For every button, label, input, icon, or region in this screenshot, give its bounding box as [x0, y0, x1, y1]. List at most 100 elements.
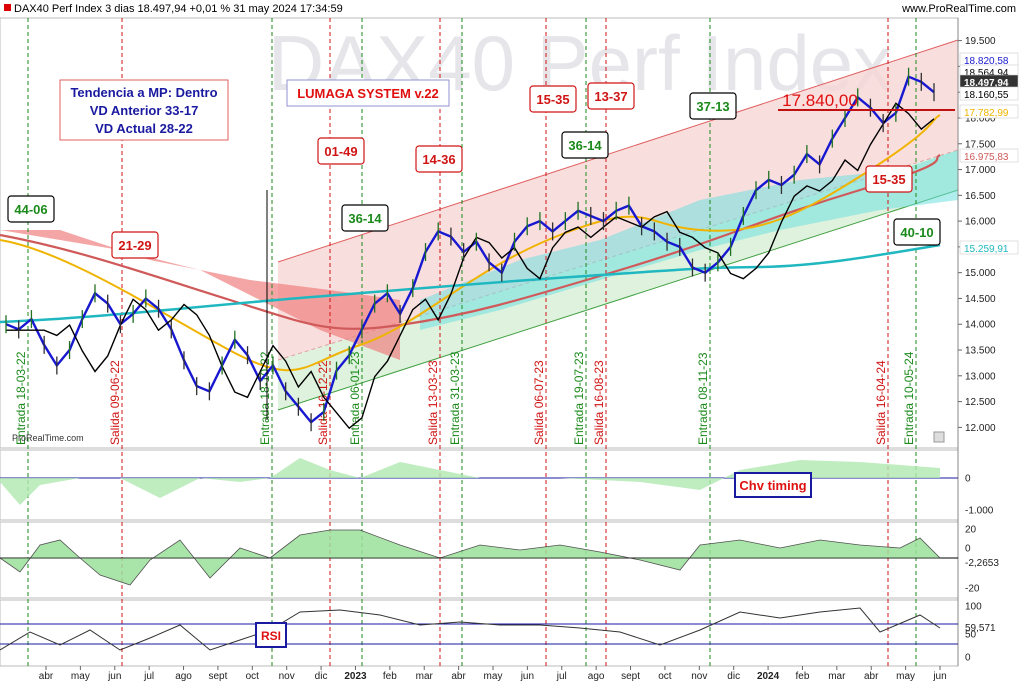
upper-channel-band — [278, 40, 958, 360]
price-label: 15.259,91 — [964, 244, 1009, 255]
signal-box-label: 37-13 — [696, 99, 729, 114]
price-label-box — [959, 240, 1019, 255]
info-box — [59, 79, 229, 141]
header-color-marker — [4, 4, 11, 11]
rsi-line — [0, 607, 941, 651]
rsi-value-label: 59,571 — [965, 623, 996, 634]
price-label: 16.975,83 — [964, 152, 1009, 163]
info-box-line2: VD Anterior 33-17 — [90, 103, 199, 118]
y-tick-label: 16.500 — [965, 191, 996, 202]
signal-box-label: 15-35 — [536, 92, 569, 107]
x-tick-label: dic — [315, 671, 328, 682]
chv-tick-label: -1.000 — [965, 506, 994, 517]
osc-value-label: -2,2653 — [965, 558, 999, 569]
y-tick-label: 17.000 — [965, 165, 996, 176]
info-box-line1: Tendencia a MP: Dentro — [70, 85, 217, 100]
x-tick-label: may — [71, 671, 90, 682]
rsi-label: RSI — [261, 629, 281, 643]
x-tick-label: jul — [556, 671, 567, 682]
panel-frame — [0, 599, 959, 667]
signal-vline-label: Entrada 19-07-23 — [572, 351, 586, 445]
signal-box-label: 36-14 — [568, 138, 602, 153]
x-tick-label: oct — [246, 671, 260, 682]
ma-yellow-line — [0, 114, 941, 372]
signal-box-label: 21-29 — [118, 238, 151, 253]
osc-tick-label: -20 — [965, 584, 980, 595]
info-icon[interactable] — [933, 431, 945, 443]
price-label-box — [959, 148, 1019, 163]
signal-box — [111, 231, 159, 259]
price-label: 18.564,94 — [964, 68, 1009, 79]
rsi-tick-label: 50 — [965, 630, 977, 641]
x-tick-label: 2023 — [344, 671, 367, 682]
signal-vline-label: Salida 16-04-24 — [874, 360, 888, 445]
signal-vline-label: Salida 09-06-22 — [108, 360, 122, 445]
x-tick-label: ago — [175, 671, 192, 682]
signal-vline-label: Entrada 18-10-22 — [258, 351, 272, 445]
signal-box-label: 14-36 — [422, 152, 455, 167]
info-box-line3: VD Actual 28-22 — [95, 121, 193, 136]
signal-box-label: 13-37 — [594, 89, 627, 104]
y-tick-label: 12.000 — [965, 423, 996, 434]
x-tick-label: jun — [932, 671, 946, 682]
channel-lower-line — [277, 189, 959, 411]
x-tick-label: mar — [828, 671, 846, 682]
x-tick-label: 2024 — [757, 671, 780, 682]
system-label-box — [286, 79, 450, 107]
signal-box-label: 36-14 — [348, 211, 382, 226]
signal-vline-label: Entrada 08-11-23 — [696, 352, 710, 445]
osc-tick-label: 20 — [965, 525, 977, 536]
x-tick-label: feb — [383, 671, 397, 682]
x-tick-label: sept — [208, 671, 227, 682]
price-label: 18.160,55 — [964, 90, 1009, 101]
y-tick-label: 14.000 — [965, 320, 996, 331]
signal-vline-label: Salida 13-03-23 — [426, 360, 440, 445]
osc-area — [0, 529, 941, 586]
rsi-label-box — [255, 622, 287, 648]
signal-box-label: 40-10 — [900, 225, 933, 240]
x-tick-label: nov — [691, 671, 707, 682]
signal-box — [561, 131, 609, 159]
signal-vline-label: Salida 06-07-23 — [532, 360, 546, 445]
y-tick-label: 17.500 — [965, 139, 996, 150]
price-label-box — [959, 104, 1019, 119]
x-tick-label: abr — [39, 671, 54, 682]
x-tick-label: jul — [143, 671, 154, 682]
y-tick-label: 15.000 — [965, 268, 996, 279]
signal-vline-label: Entrada 18-03-22 — [14, 351, 28, 445]
channel-upper-line — [277, 39, 959, 263]
price-label: 17.782,99 — [964, 108, 1009, 119]
level-label: 17.840,00 — [782, 91, 858, 110]
signal-vline-label: Entrada 10-05-24 — [902, 351, 916, 445]
signal-vline-label: Salida 16-12-22 — [316, 360, 330, 445]
chart-header-title: DAX40 Perf Index 3 dias 18.497,94 +0,01 … — [14, 3, 343, 15]
signal-box — [529, 85, 577, 113]
y-tick-label: 14.500 — [965, 294, 996, 305]
chv-label: Chv timing — [739, 478, 806, 493]
chv-area — [0, 458, 940, 505]
x-tick-label: oct — [658, 671, 672, 682]
signal-box — [893, 218, 941, 246]
signal-box — [587, 82, 635, 110]
x-tick-label: may — [896, 671, 915, 682]
price-label-box — [959, 86, 1019, 101]
x-tick-label: may — [484, 671, 503, 682]
chv-label-box — [734, 472, 812, 498]
price-label: 18.497,94 — [964, 78, 1009, 89]
osc-tick-label: 0 — [965, 544, 971, 555]
x-tick-label: feb — [796, 671, 810, 682]
x-tick-label: jun — [520, 671, 534, 682]
signal-vline-label: Entrada 31-03-23 — [448, 351, 462, 445]
cloud-red — [0, 230, 400, 360]
signal-box — [317, 137, 365, 165]
x-tick-label: jun — [107, 671, 121, 682]
signal-box — [341, 204, 389, 232]
credit-text: ProRealTime.com — [12, 433, 84, 443]
x-tick-label: mar — [416, 671, 434, 682]
y-tick-label: 18.000 — [965, 113, 996, 124]
y-tick-label: 13.000 — [965, 371, 996, 382]
y-tick-label: 19.500 — [965, 36, 996, 47]
x-tick-label: nov — [279, 671, 295, 682]
